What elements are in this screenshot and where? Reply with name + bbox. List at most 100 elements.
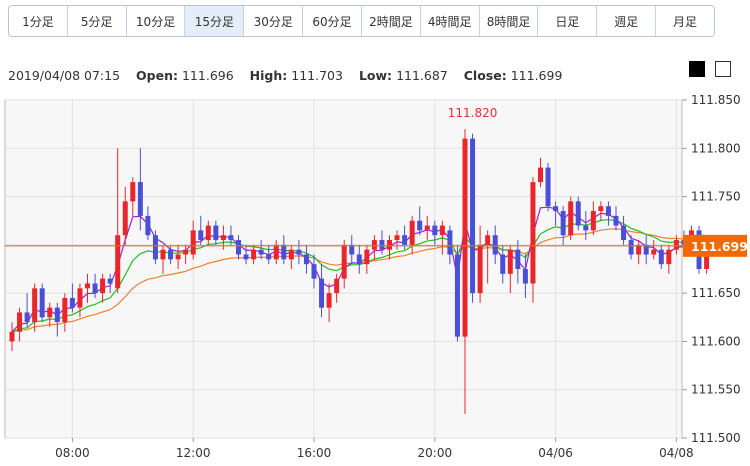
tab-timeframe-6[interactable]: 2時間足: [361, 6, 421, 36]
candle-body: [538, 167, 543, 183]
candle-body: [666, 249, 672, 265]
y-tick-label: 111.650: [691, 286, 741, 300]
candle-body: [137, 182, 143, 216]
candle-body: [100, 278, 106, 294]
tab-timeframe-10[interactable]: 週足: [597, 6, 657, 36]
candle-body: [326, 293, 332, 308]
tab-timeframe-1[interactable]: 5分足: [67, 6, 127, 36]
candle-body: [485, 235, 491, 245]
candle-body: [522, 269, 528, 284]
candle-body: [621, 225, 627, 241]
candle-body: [417, 220, 423, 231]
candle-body: [409, 220, 415, 245]
candle-body: [454, 254, 460, 337]
candle-body: [251, 249, 257, 260]
candle-body: [190, 230, 196, 255]
candle-body: [9, 331, 15, 342]
candle-body: [17, 312, 23, 332]
candle-body: [590, 211, 596, 231]
candle-body: [220, 235, 226, 241]
x-tick-label: 16:00: [297, 446, 332, 460]
candle-body: [243, 254, 249, 260]
candle-body: [303, 254, 309, 265]
candle-body: [658, 249, 664, 265]
candle-body: [32, 288, 38, 323]
y-tick-label: 111.600: [691, 334, 741, 348]
candle-body: [130, 182, 136, 202]
tab-timeframe-5[interactable]: 60分足: [303, 6, 362, 36]
candle-body: [643, 244, 649, 255]
candle-body: [515, 249, 521, 269]
candle-body: [205, 225, 211, 241]
candle-body: [704, 245, 710, 269]
candle-body: [598, 206, 604, 212]
tab-timeframe-11[interactable]: 月足: [656, 6, 714, 36]
candle-body: [553, 206, 559, 212]
tab-timeframe-0[interactable]: 1分足: [9, 6, 68, 36]
candle-body: [477, 244, 483, 294]
candle-body: [311, 264, 317, 279]
candle-body: [613, 215, 619, 226]
candle-body: [439, 225, 445, 236]
line-mode-toggle[interactable]: [715, 61, 731, 77]
candle-body: [107, 278, 113, 284]
candle-body: [402, 235, 408, 245]
candle-body: [69, 297, 75, 308]
candle-body: [371, 240, 377, 250]
candle-body: [424, 225, 430, 231]
candlestick-mode-toggle[interactable]: [689, 61, 705, 77]
candle-body: [568, 201, 574, 236]
candle-body: [24, 312, 30, 323]
candle-body: [54, 307, 60, 323]
candle-body: [288, 249, 294, 260]
max-price-annotation: 111.820: [448, 106, 498, 120]
open-value: 111.696: [181, 68, 234, 83]
tab-timeframe-4[interactable]: 30分足: [244, 6, 304, 36]
candle-body: [462, 138, 468, 337]
candle-body: [560, 211, 566, 236]
y-tick-label: 111.750: [691, 190, 741, 204]
x-tick-label: 04/08: [659, 446, 694, 460]
tab-timeframe-9[interactable]: 日足: [538, 6, 598, 36]
candle-body: [379, 240, 385, 250]
x-tick-label: 04/06: [538, 446, 573, 460]
candle-body: [77, 288, 83, 308]
candle-body: [145, 215, 151, 236]
candle-body: [152, 235, 158, 260]
tab-timeframe-7[interactable]: 4時間足: [420, 6, 480, 36]
y-tick-label: 111.550: [691, 383, 741, 397]
candle-body: [281, 244, 287, 260]
candle-body: [175, 254, 181, 260]
candle-body: [575, 201, 581, 226]
tab-timeframe-3[interactable]: 15分足: [185, 6, 245, 36]
candle-body: [168, 249, 174, 260]
x-tick-label: 12:00: [176, 446, 211, 460]
candle-body: [273, 244, 279, 260]
candle-body: [636, 244, 642, 255]
candle-body: [236, 240, 241, 255]
candle-body: [432, 225, 438, 236]
tab-timeframe-2[interactable]: 10分足: [126, 6, 186, 36]
candle-body: [605, 206, 611, 216]
tab-timeframe-8[interactable]: 8時間足: [479, 6, 539, 36]
candle-body: [628, 240, 634, 255]
current-price-label: 111.699: [691, 239, 748, 254]
candle-body: [394, 235, 400, 241]
candle-body: [266, 254, 272, 260]
candle-body: [160, 249, 166, 260]
candle-body: [356, 254, 362, 265]
candle-body: [39, 288, 45, 318]
close-label: Close:: [463, 68, 507, 83]
current-price-label-bg: [683, 234, 747, 257]
low-value: 111.687: [396, 68, 448, 83]
candle-body: [470, 138, 476, 294]
candle-body: [545, 167, 551, 207]
low-label: Low:: [358, 68, 393, 83]
y-tick-label: 111.500: [691, 431, 741, 445]
candle-body: [47, 307, 53, 318]
candle-body: [651, 249, 657, 255]
candle-body: [115, 235, 121, 289]
candle-body: [319, 278, 325, 308]
ohlc-info-bar: 2019/04/08 07:15 Open: 111.696 High: 111.7…: [8, 68, 562, 83]
